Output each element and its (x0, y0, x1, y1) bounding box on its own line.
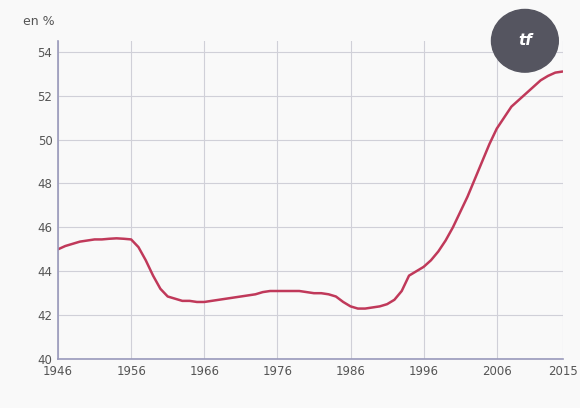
Text: en %: en % (23, 15, 55, 28)
Text: tf: tf (518, 33, 532, 48)
Circle shape (491, 9, 559, 72)
